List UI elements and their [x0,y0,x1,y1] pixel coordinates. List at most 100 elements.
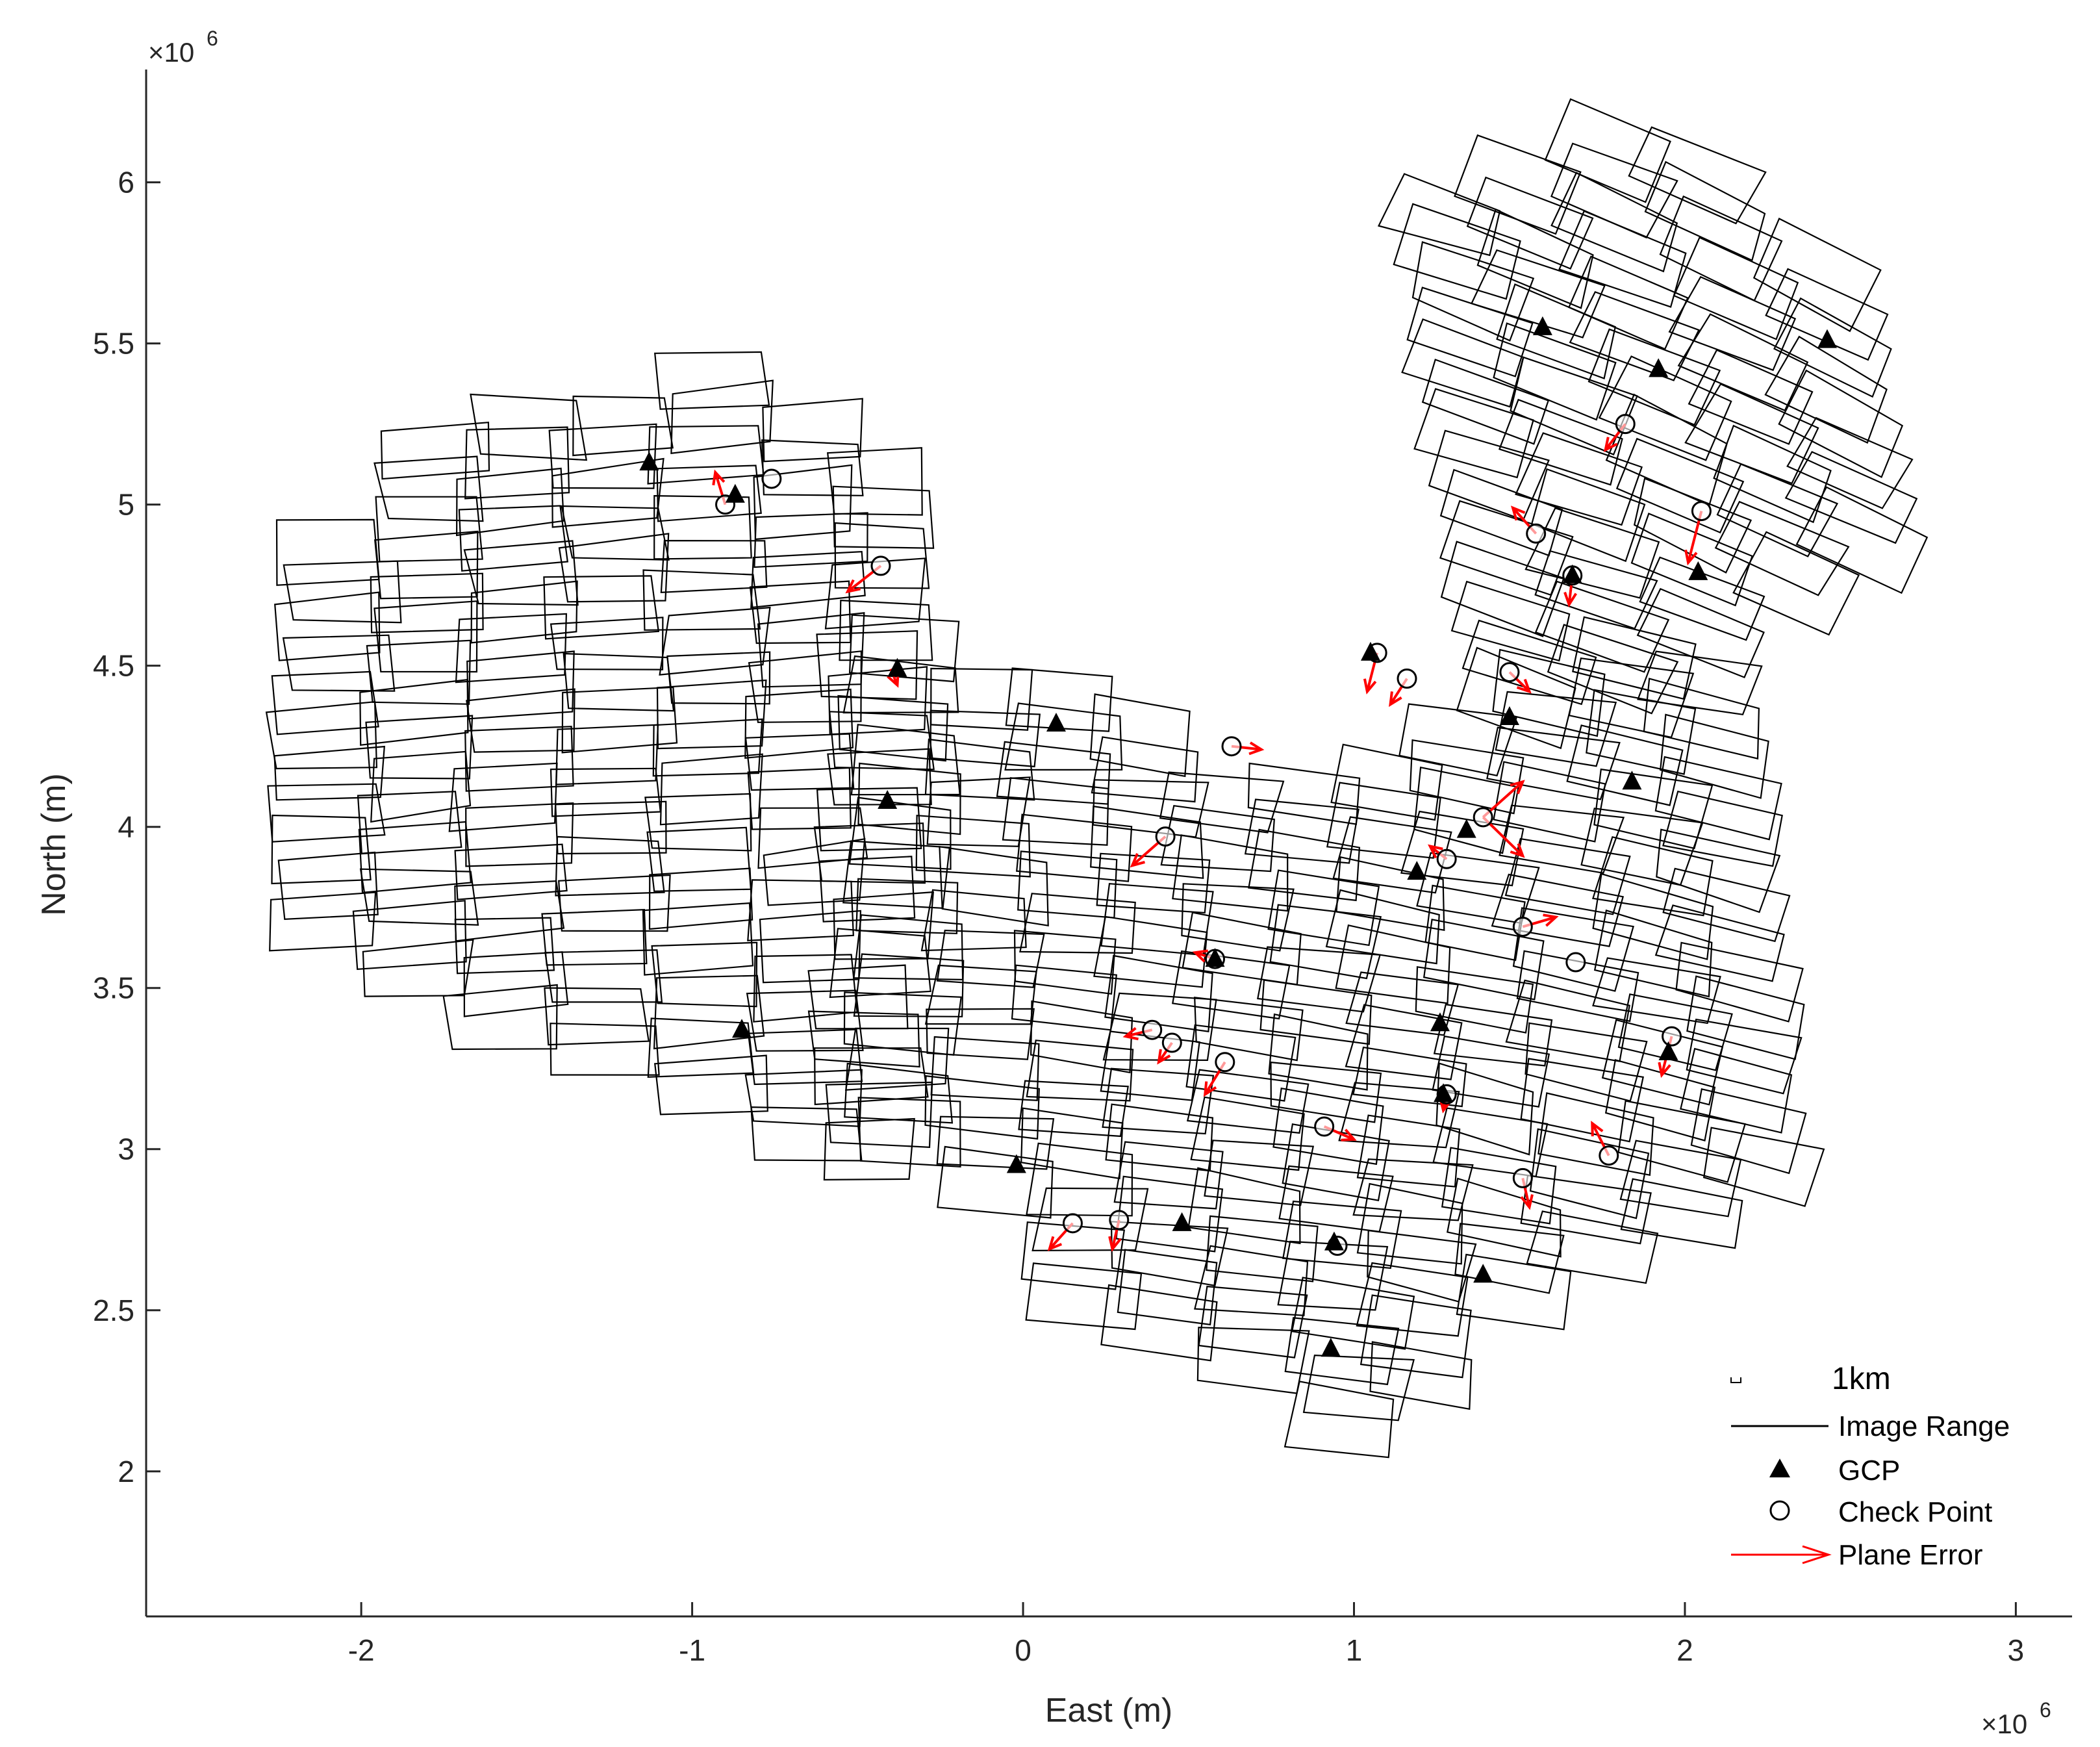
image-footprint [1278,1165,1394,1233]
image-footprint [1030,1000,1133,1074]
image-footprint [1268,1013,1369,1091]
image-footprint [1433,1003,1553,1067]
image-footprint [807,1010,920,1068]
image-footprint [652,718,763,777]
gcp-markers [639,316,1838,1357]
y-tick-label: 2 [118,1455,134,1488]
image-footprint [1019,893,1136,954]
image-footprint [1282,1200,1402,1269]
image-footprint [824,557,926,630]
gcp-marker [1562,564,1582,583]
y-tick-label: 5 [118,488,134,522]
check-point-marker [1215,1052,1235,1073]
x-axis-title: East (m) [1045,1692,1172,1729]
image-footprint [550,617,664,670]
image-footprint [1786,416,1914,509]
legend-item-check-point: Check Point [1769,1496,1992,1528]
gcp-marker [1688,561,1708,580]
image-footprint [1369,1341,1473,1410]
gcp-marker [1172,1212,1192,1231]
image-footprint [653,975,765,1050]
plane-error-arrowhead [1192,949,1209,963]
check-point-marker [1499,662,1520,683]
image-footprint [844,1062,954,1124]
check-point-marker [1314,1116,1335,1137]
image-footprint [1272,1087,1384,1166]
legend-label-plane-error: Plane Error [1838,1539,1983,1571]
image-footprint [1015,813,1133,882]
image-footprint [839,599,933,661]
image-footprint [1633,478,1752,574]
check-point-marker [1109,1210,1130,1231]
image-footprint [857,1097,961,1167]
image-footprint [1100,1030,1200,1101]
image-footprint [816,630,918,700]
x-ticks: -2 -1 0 1 2 3 [348,1602,2024,1667]
image-footprint [380,422,490,480]
image-footprint [842,655,959,714]
image-footprint [1660,713,1769,799]
check-point-marker [870,555,891,576]
image-footprint [1113,1141,1224,1210]
image-footprint [1428,429,1550,521]
image-footprint [1186,1069,1309,1134]
image-footprint [659,753,763,826]
image-footprint [844,1027,950,1091]
image-footprint [930,667,1033,731]
image-footprint [555,724,659,785]
circle-icon [1769,1500,1790,1521]
gcp-marker [1046,712,1066,732]
image-footprint [1259,979,1373,1045]
image-footprint [1690,1088,1807,1175]
image-footprint [458,505,569,572]
image-footprint [283,560,402,624]
image-footprint [1714,500,1850,596]
image-footprint [1639,556,1765,641]
image-footprint [455,613,568,683]
image-footprint [550,767,662,817]
plane-error-arrowhead [1520,1194,1534,1210]
image-footprint [1537,1092,1654,1177]
plane-error-arrowhead [1130,853,1145,868]
image-footprint [1439,500,1574,596]
image-footprint [1282,1123,1390,1201]
image-footprint [924,964,1037,1025]
image-footprint [1526,1210,1659,1284]
image-footprint [1198,1285,1308,1358]
image-footprint [1456,1253,1572,1331]
image-footprint [1393,203,1521,300]
image-footprint [813,822,926,884]
image-footprint [1520,1175,1652,1245]
image-footprint [548,423,657,489]
image-footprint [464,426,570,500]
image-footprint [550,1023,660,1076]
image-footprint [1194,997,1304,1062]
gcp-marker [1499,706,1519,726]
image-footprint [1356,1182,1463,1265]
image-footprint [1673,236,1799,340]
image-footprint [454,917,555,975]
image-footprint [1567,255,1689,350]
image-footprint [1244,798,1360,864]
image-footprint [1100,1284,1218,1362]
image-footprint [1093,915,1208,988]
image-footprint [1267,869,1380,947]
image-footprint [1091,736,1199,803]
image-footprint [1436,1062,1534,1156]
image-footprint [1423,919,1545,1001]
legend-label-scale: 1km [1832,1362,1891,1396]
image-footprint [825,1081,933,1148]
image-footprint [1424,884,1526,962]
image-footprint [1432,1035,1550,1108]
image-footprint [561,686,678,754]
image-footprint [1117,1249,1218,1326]
image-footprint [1284,1317,1400,1386]
image-footprint [656,465,762,522]
image-footprint [1630,513,1753,607]
image-footprint [1504,837,1631,915]
x-tick-label: 2 [1676,1633,1693,1667]
gcp-marker [1360,641,1380,661]
image-footprint [1356,1262,1469,1337]
image-footprint [1713,424,1832,524]
